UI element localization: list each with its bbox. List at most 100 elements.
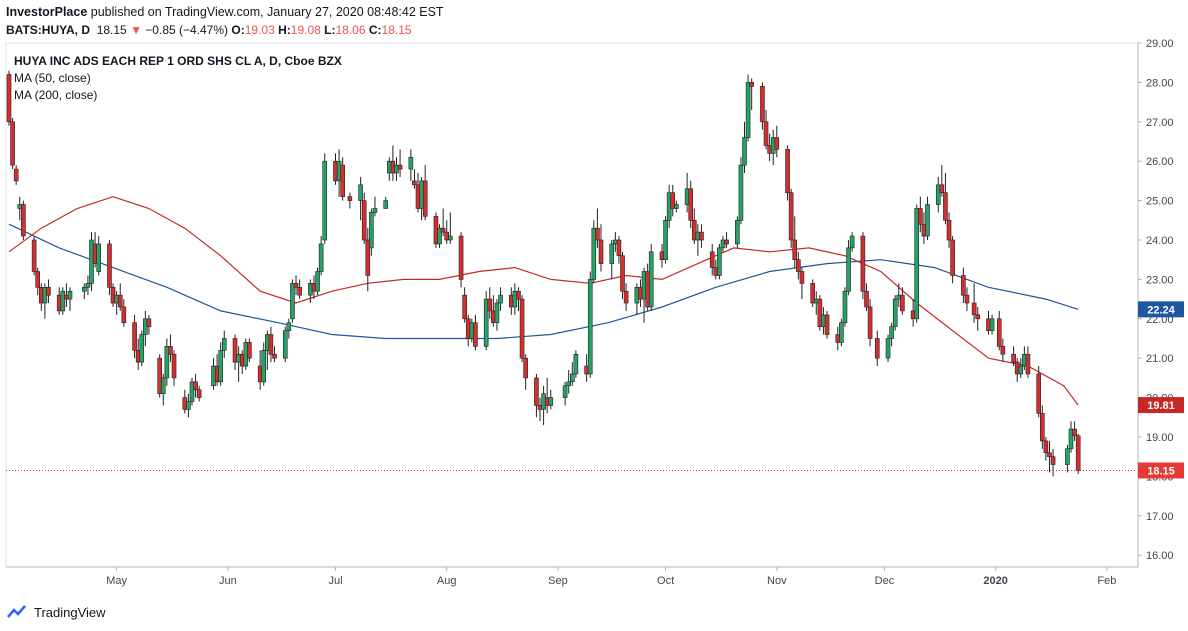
candle xyxy=(562,381,568,406)
candle xyxy=(742,121,747,174)
candle-body xyxy=(168,346,173,355)
candle-body xyxy=(785,149,790,194)
candle xyxy=(738,157,744,225)
badge-label: 22.24 xyxy=(1147,304,1175,316)
candle-body xyxy=(196,389,202,398)
candle xyxy=(268,326,274,363)
candle xyxy=(817,295,823,331)
candle xyxy=(900,287,905,315)
candle-body xyxy=(824,314,830,335)
candle-body xyxy=(562,385,568,398)
candle xyxy=(82,283,87,300)
candle xyxy=(458,232,464,288)
candle xyxy=(46,279,51,304)
candle-body xyxy=(569,373,575,383)
candle xyxy=(10,117,15,170)
price-badges: 22.24 19.81 18.15 xyxy=(1138,301,1184,479)
candle-body xyxy=(6,74,12,123)
candle-body xyxy=(663,219,668,260)
price-chart[interactable]: 16.0017.0018.0019.0020.0021.0022.0023.00… xyxy=(0,0,1188,600)
y-tick-label: 24.00 xyxy=(1146,235,1174,247)
candle-body xyxy=(964,294,970,304)
candle xyxy=(6,70,12,126)
candle-body xyxy=(849,235,855,249)
symbol-label: BATS:HUYA, D xyxy=(6,23,91,37)
last-price-badge: 18.15 xyxy=(1138,462,1184,479)
candle xyxy=(1072,421,1077,441)
candle xyxy=(824,310,830,339)
legend-title: HUYA INC ADS EACH REP 1 ORD SHS CL A, D,… xyxy=(14,54,342,68)
candle xyxy=(390,145,396,181)
candle-body xyxy=(372,208,378,213)
tradingview-brand[interactable]: TradingView xyxy=(6,604,106,620)
y-tick-label: 23.00 xyxy=(1146,274,1174,286)
candle-body xyxy=(369,212,374,249)
y-tick-label: 27.00 xyxy=(1146,117,1174,129)
candle-body xyxy=(961,275,966,296)
candle-body xyxy=(534,377,539,406)
candle-body xyxy=(885,338,891,359)
candle-body xyxy=(573,353,579,375)
candle-body xyxy=(361,200,367,241)
candle-body xyxy=(892,298,898,327)
candle-body xyxy=(1065,448,1070,465)
candle-body xyxy=(318,243,324,272)
candle-body xyxy=(548,397,554,406)
y-tick-label: 26.00 xyxy=(1146,156,1174,168)
candle xyxy=(709,243,715,276)
candle-body xyxy=(717,247,722,276)
published-text: published on TradingView.com, January 27… xyxy=(90,5,444,19)
candle-body xyxy=(1036,373,1042,414)
candle xyxy=(160,373,166,406)
candle-body xyxy=(950,239,955,276)
candle xyxy=(534,373,539,418)
candle-body xyxy=(193,381,198,391)
candle-body xyxy=(1000,346,1006,355)
candle-body xyxy=(189,381,195,402)
x-tick-label: Feb xyxy=(1097,575,1116,587)
candle xyxy=(440,208,446,237)
candle xyxy=(117,283,123,311)
candle-body xyxy=(82,286,87,292)
candle xyxy=(13,165,19,185)
candle xyxy=(616,236,622,264)
candle xyxy=(796,251,801,280)
candle xyxy=(989,314,995,335)
candle xyxy=(724,232,729,248)
candle xyxy=(1036,366,1042,418)
candle-body xyxy=(691,219,697,241)
candle xyxy=(598,224,604,272)
candle-body xyxy=(914,208,920,320)
ma50-price-badge: 19.81 xyxy=(1138,397,1184,414)
candle xyxy=(548,389,554,410)
candle xyxy=(221,330,227,359)
candle-body xyxy=(340,164,345,197)
candle xyxy=(422,165,428,221)
candle-body xyxy=(867,306,873,339)
candle-body xyxy=(448,235,453,241)
candle xyxy=(272,346,277,363)
candle xyxy=(282,326,288,363)
badge-background xyxy=(1138,462,1184,479)
x-tick-label: Oct xyxy=(657,575,674,587)
candle-body xyxy=(745,82,751,138)
close-label: C: xyxy=(368,23,382,37)
candle-body xyxy=(918,208,923,225)
badge-label: 19.81 xyxy=(1147,400,1175,412)
candle-body xyxy=(1050,456,1056,465)
candle xyxy=(688,180,693,229)
candle xyxy=(1025,346,1031,378)
candle-body xyxy=(164,346,170,379)
publisher-name: InvestorPlace xyxy=(6,5,88,19)
candle-body xyxy=(623,290,629,304)
candle xyxy=(290,279,295,323)
candle xyxy=(849,232,855,252)
candle xyxy=(885,334,891,363)
candle-body xyxy=(160,377,166,394)
candle-body xyxy=(516,290,521,300)
candle xyxy=(487,287,493,319)
candle-body xyxy=(10,121,15,166)
candle-body xyxy=(186,401,191,410)
candle xyxy=(760,82,765,130)
candle xyxy=(810,279,815,307)
